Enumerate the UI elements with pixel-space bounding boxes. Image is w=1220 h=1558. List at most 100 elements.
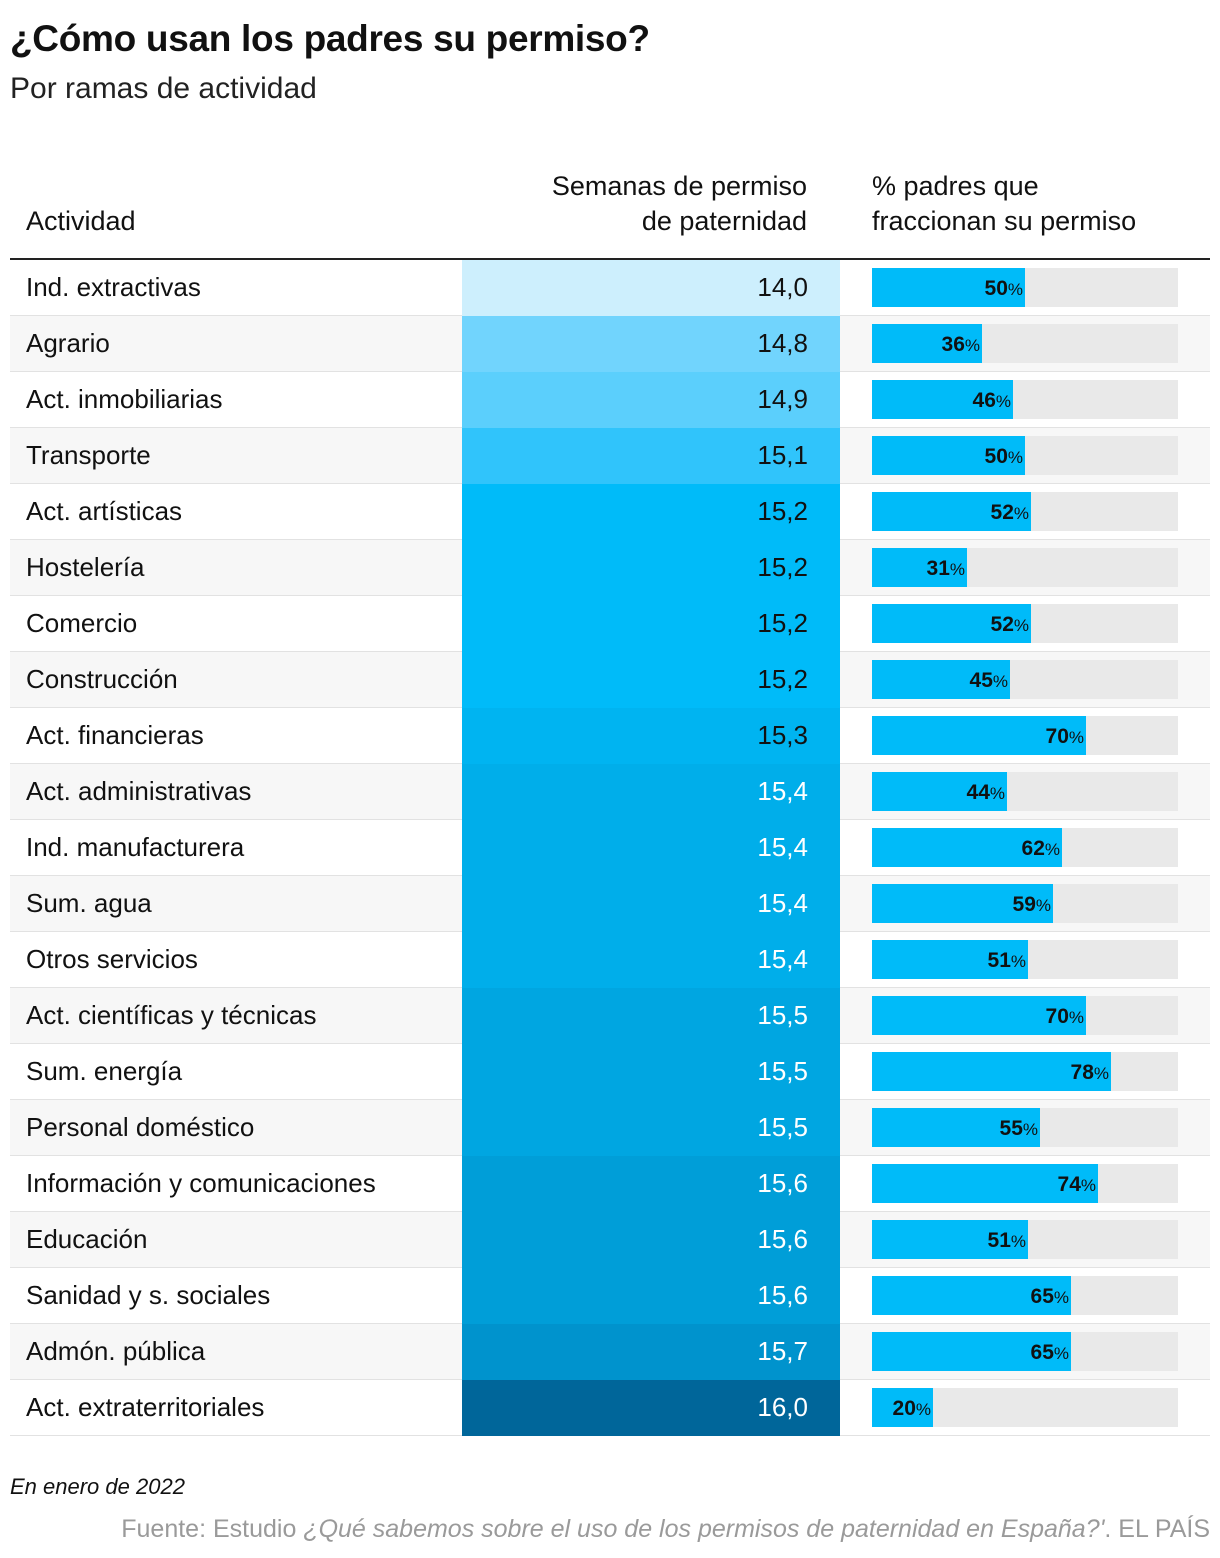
- percent-value: 62: [1021, 837, 1045, 860]
- weeks-cell: 14,9: [462, 372, 840, 428]
- percent-bar: [872, 716, 1086, 755]
- percent-bar: [872, 660, 1010, 699]
- percent-bar: [872, 996, 1086, 1035]
- percent-label: 51%: [988, 1220, 1026, 1262]
- weeks-cell: 15,5: [462, 1100, 840, 1156]
- percent-bar: [872, 1220, 1028, 1259]
- percent-label: 50%: [985, 436, 1023, 478]
- percent-bar: [872, 604, 1031, 643]
- weeks-cell: 15,2: [462, 596, 840, 652]
- percent-bar-track: 59%: [872, 884, 1178, 923]
- activity-label: Admón. pública: [26, 1336, 206, 1366]
- activity-label: Ind. manufacturera: [26, 832, 245, 862]
- table-row: Act. administrativas 15,4 44%: [10, 764, 1210, 820]
- percent-sign: %: [995, 392, 1011, 411]
- percent-bar-track: 65%: [872, 1332, 1178, 1371]
- percent-value: 78: [1070, 1061, 1094, 1084]
- date-note: En enero de 2022: [10, 1474, 185, 1499]
- percent-label: 51%: [988, 940, 1026, 982]
- weeks-value: 15,7: [757, 1336, 808, 1366]
- percent-bar-track: 74%: [872, 1164, 1178, 1203]
- weeks-value: 15,2: [757, 608, 808, 638]
- percent-sign: %: [1010, 952, 1026, 971]
- percent-bar: [872, 1052, 1111, 1091]
- percent-bar: [872, 380, 1013, 419]
- table-row: Act. extraterritoriales 16,0 20%: [10, 1380, 1210, 1436]
- weeks-cell: 15,4: [462, 876, 840, 932]
- source-prefix: Fuente: Estudio: [121, 1515, 304, 1543]
- weeks-cell: 15,2: [462, 484, 840, 540]
- percent-label: 36%: [942, 324, 980, 366]
- percent-bar-track: 50%: [872, 268, 1178, 307]
- percent-bar: [872, 884, 1053, 923]
- percent-sign: %: [1053, 1288, 1069, 1307]
- table-row: Comercio 15,2 52%: [10, 596, 1210, 652]
- activity-label: Sanidad y s. sociales: [26, 1280, 271, 1310]
- table-row: Educación 15,6 51%: [10, 1212, 1210, 1268]
- weeks-value: 15,6: [757, 1280, 808, 1310]
- percent-bar: [872, 1332, 1071, 1371]
- weeks-cell: 15,6: [462, 1212, 840, 1268]
- percent-value: 65: [1030, 1285, 1054, 1308]
- weeks-value: 15,6: [757, 1168, 808, 1198]
- weeks-value: 15,2: [757, 496, 808, 526]
- percent-sign: %: [992, 672, 1008, 691]
- activity-label: Educación: [26, 1224, 148, 1254]
- weeks-value: 15,4: [757, 888, 808, 918]
- percent-label: 70%: [1046, 716, 1084, 758]
- activity-label: Agrario: [26, 328, 110, 358]
- percent-value: 70: [1045, 1005, 1069, 1028]
- weeks-value: 15,4: [757, 776, 808, 806]
- percent-value: 55: [999, 1117, 1023, 1140]
- percent-value: 45: [969, 669, 993, 692]
- table-row: Otros servicios 15,4 51%: [10, 932, 1210, 988]
- percent-bar: [872, 1388, 933, 1427]
- weeks-cell: 15,6: [462, 1156, 840, 1212]
- percent-bar-track: 46%: [872, 380, 1178, 419]
- percent-bar-track: 70%: [872, 996, 1178, 1035]
- weeks-value: 15,2: [757, 552, 808, 582]
- weeks-cell: 15,2: [462, 652, 840, 708]
- percent-value: 36: [941, 333, 965, 356]
- table-row: Construcción 15,2 45%: [10, 652, 1210, 708]
- percent-sign: %: [1093, 1064, 1109, 1083]
- percent-bar-track: 44%: [872, 772, 1178, 811]
- table-row: Act. científicas y técnicas 15,5 70%: [10, 988, 1210, 1044]
- percent-label: 59%: [1013, 884, 1051, 926]
- activity-label: Hostelería: [26, 552, 145, 582]
- percent-bar: [872, 1276, 1071, 1315]
- percent-value: 51: [987, 1229, 1011, 1252]
- source-note: Fuente: Estudio ¿Qué sabemos sobre el us…: [121, 1515, 1210, 1544]
- source-suffix: . EL PAÍS: [1104, 1515, 1210, 1543]
- table-row: Sum. energía 15,5 78%: [10, 1044, 1210, 1100]
- table-body: Ind. extractivas 14,0 50% Agrario 14,8 36% Act…: [10, 260, 1210, 1436]
- percent-bar-track: 45%: [872, 660, 1178, 699]
- weeks-cell: 15,4: [462, 764, 840, 820]
- column-header-weeks: Semanas de permiso de paternidad: [427, 169, 807, 239]
- weeks-cell: 15,3: [462, 708, 840, 764]
- activity-label: Act. científicas y técnicas: [26, 1000, 317, 1030]
- percent-value: 31: [926, 557, 950, 580]
- column-header-weeks-line2: de paternidad: [641, 206, 807, 236]
- percent-value: 65: [1030, 1341, 1054, 1364]
- activity-label: Información y comunicaciones: [26, 1168, 376, 1198]
- percent-bar: [872, 1164, 1098, 1203]
- weeks-cell: 15,5: [462, 988, 840, 1044]
- percent-bar-track: 78%: [872, 1052, 1178, 1091]
- table-row: Admón. pública 15,7 65%: [10, 1324, 1210, 1380]
- activity-label: Personal doméstico: [26, 1112, 255, 1142]
- percent-label: 74%: [1058, 1164, 1096, 1206]
- percent-label: 65%: [1031, 1276, 1069, 1318]
- percent-value: 51: [987, 949, 1011, 972]
- percent-label: 46%: [973, 380, 1011, 422]
- activity-label: Comercio: [26, 608, 138, 638]
- percent-sign: %: [1044, 840, 1060, 859]
- weeks-cell: 15,4: [462, 932, 840, 988]
- percent-sign: %: [1035, 896, 1051, 915]
- column-header-percent: % padres que fraccionan su permiso: [872, 169, 1212, 239]
- percent-value: 46: [972, 389, 996, 412]
- percent-bar-track: 62%: [872, 828, 1178, 867]
- chart-subtitle: Por ramas de actividad: [10, 72, 317, 105]
- table-row: Ind. manufacturera 15,4 62%: [10, 820, 1210, 876]
- weeks-cell: 15,5: [462, 1044, 840, 1100]
